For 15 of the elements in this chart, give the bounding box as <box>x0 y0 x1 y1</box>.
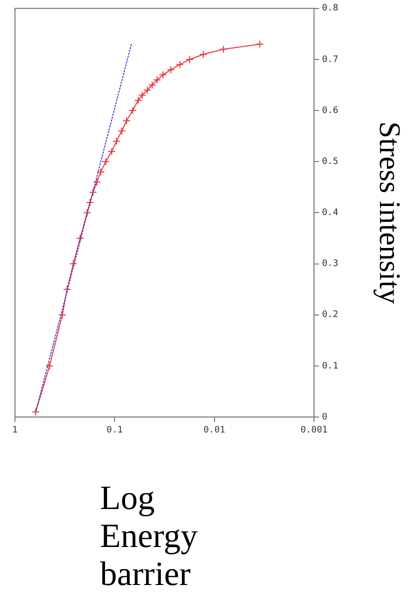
y-tick-label: 0.2 <box>322 310 338 320</box>
y-axis-title: Stress intensity <box>373 121 406 304</box>
y-tick-label: 0.8 <box>322 4 338 14</box>
x-tick-label: 1 <box>12 426 18 436</box>
y-tick-label: 0.6 <box>322 106 338 116</box>
y-tick-label: 0.5 <box>322 156 338 167</box>
y-tick-label: 0.3 <box>322 259 338 270</box>
y-tick-label: 0.1 <box>322 361 338 372</box>
y-tick-label: 0.4 <box>322 208 338 218</box>
x-tick-label: 0.1 <box>106 426 123 436</box>
x-axis-title: Log Energy barrier <box>100 480 199 594</box>
y-tick-label: 0.7 <box>322 54 338 65</box>
x-tick-label: 0.001 <box>300 426 328 436</box>
y-tick-label: 0 <box>322 412 328 422</box>
x-tick-label: 0.01 <box>203 426 226 436</box>
